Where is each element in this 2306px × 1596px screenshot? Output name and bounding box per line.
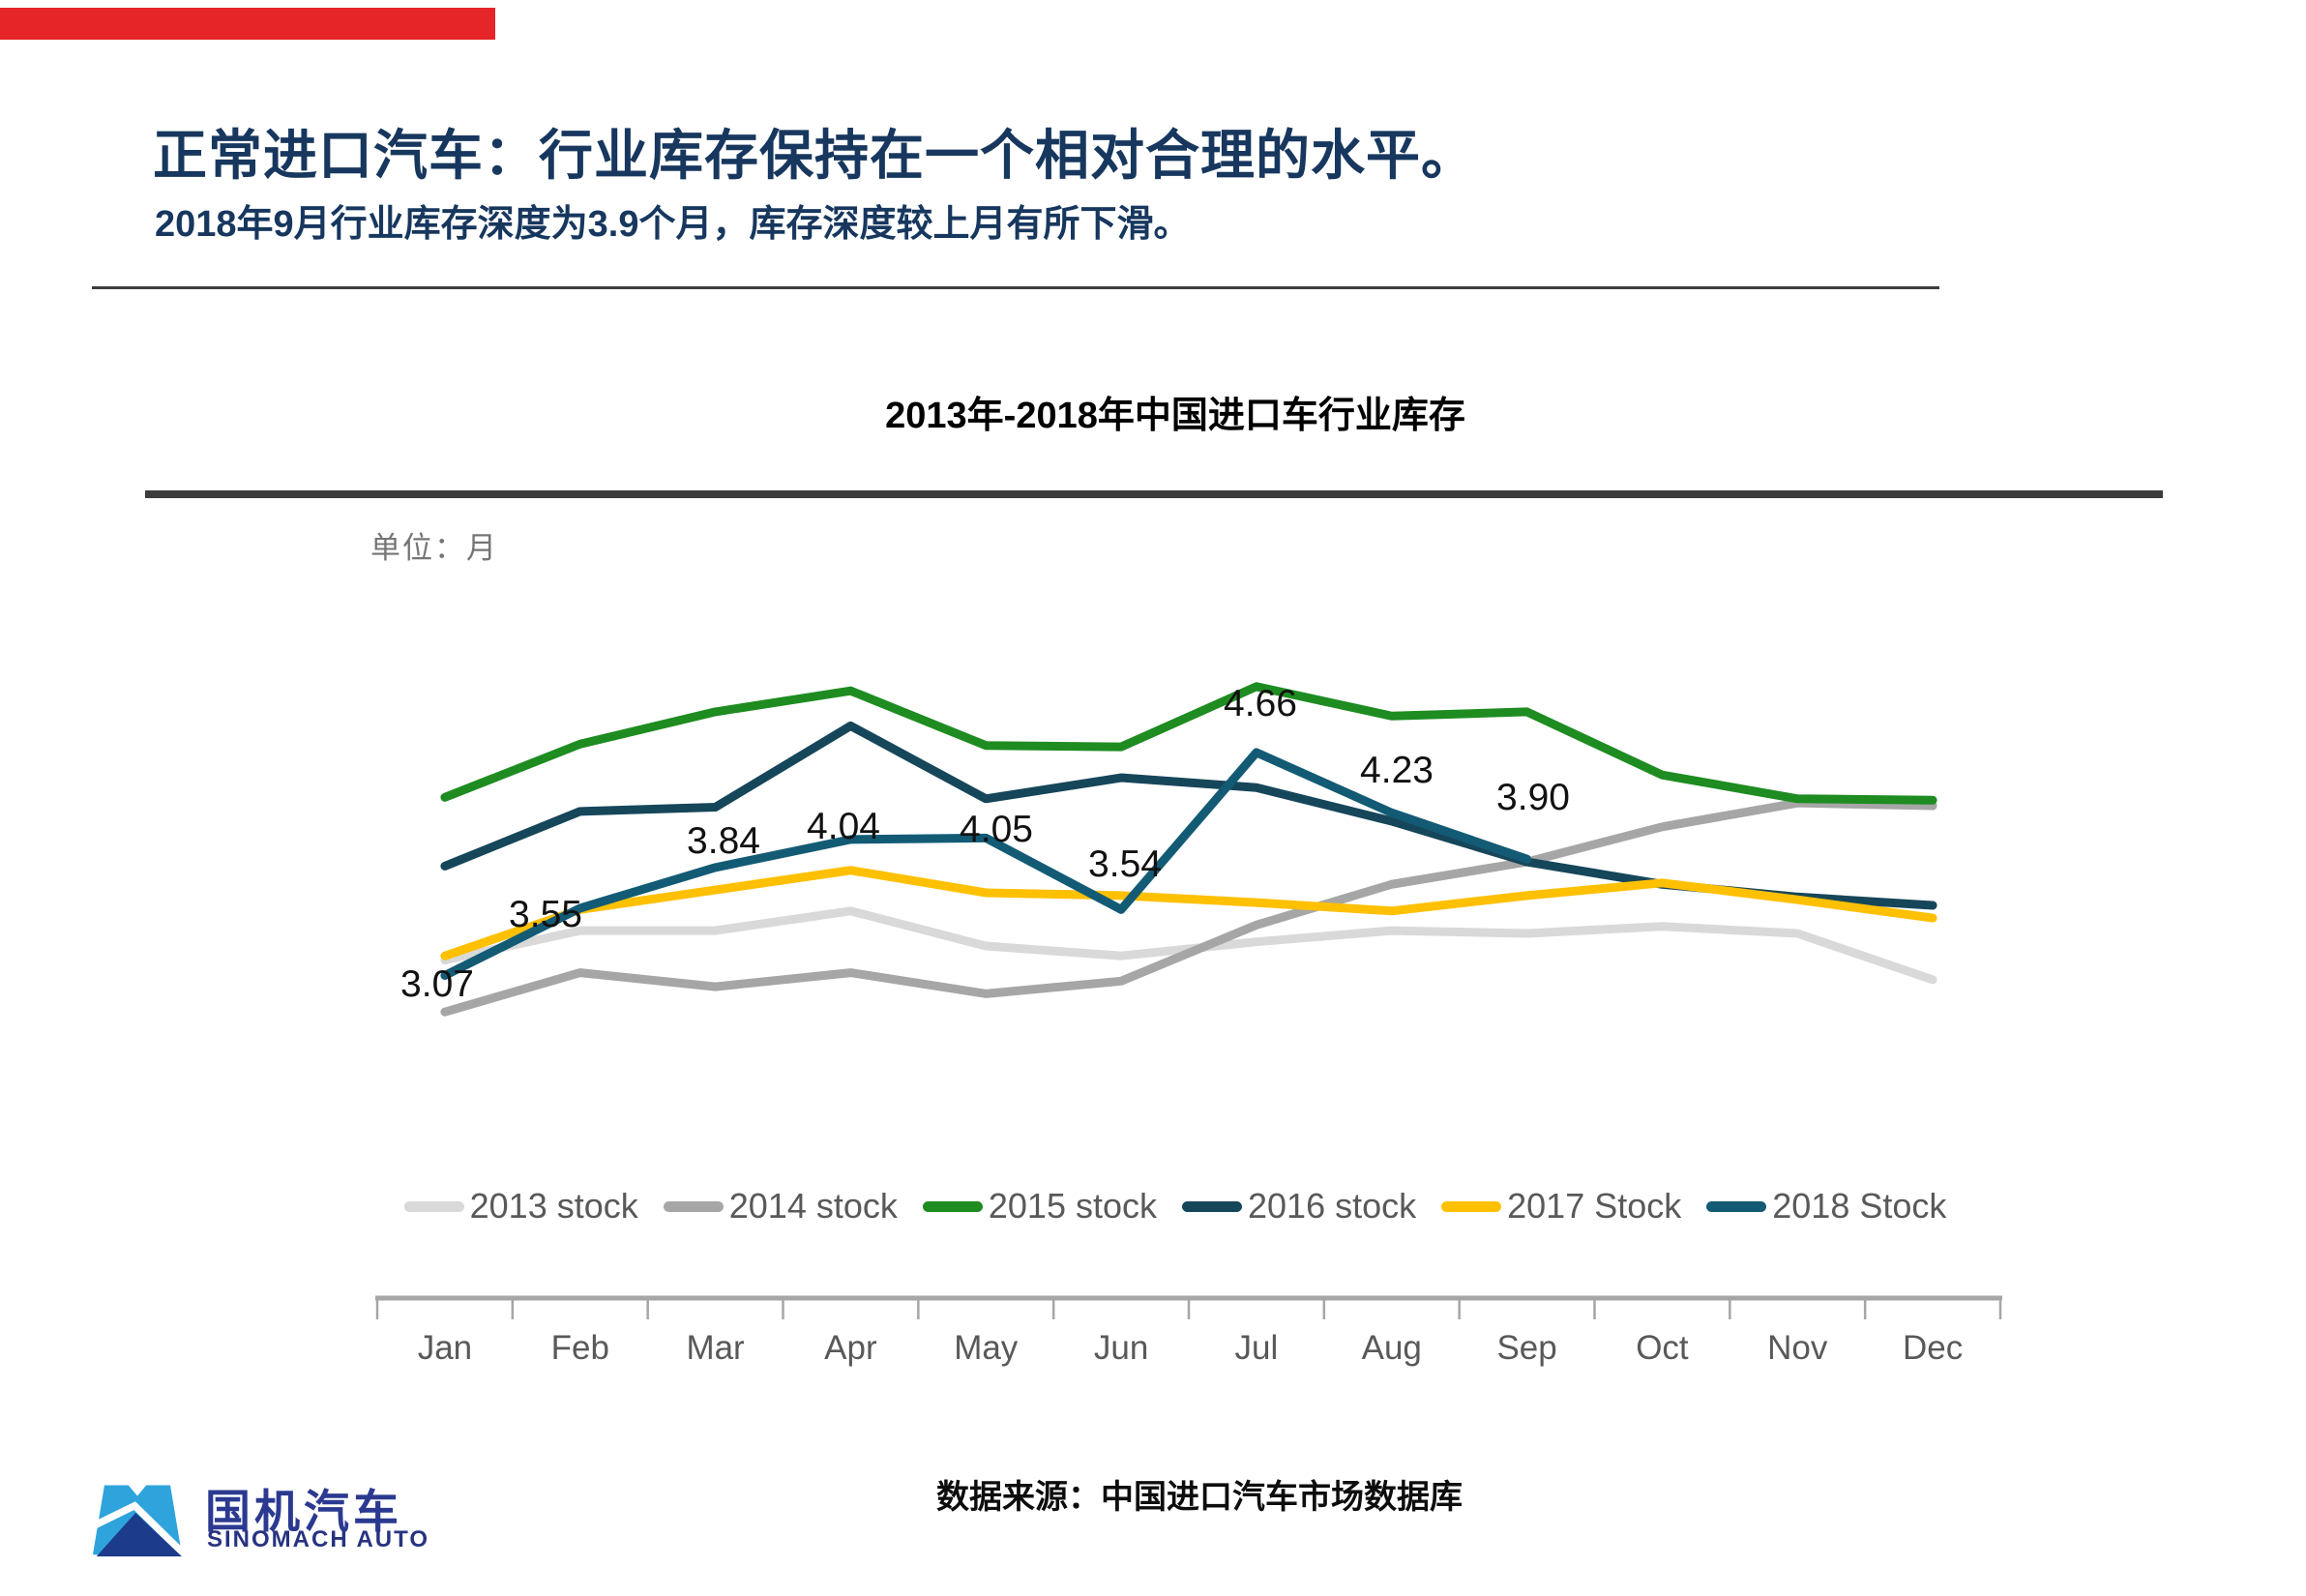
- data-label-2018: 4.05: [960, 809, 1033, 850]
- legend-label: 2013 stock: [469, 1186, 638, 1226]
- legend-swatch: [403, 1200, 464, 1212]
- chart-legend: 2013 stock 2014 stock 2015 stock 2016 stock…: [145, 1182, 2205, 1230]
- line-2015-stock: [440, 682, 1937, 805]
- legend-label: 2015 stock: [988, 1186, 1157, 1226]
- page-title: 正常进口汽车：行业库存保持在一个相对合理的水平。: [153, 125, 1476, 186]
- data-label-2018: 3.90: [1496, 777, 1570, 818]
- legend-item-2013-stock: 2013 stock: [403, 1186, 638, 1227]
- data-label-2018: 4.66: [1224, 683, 1297, 724]
- x-tick-label-may: May: [954, 1329, 1019, 1367]
- header-divider: [92, 286, 1939, 289]
- legend-label: 2014 stock: [728, 1186, 898, 1226]
- unit-label: 单位：月: [370, 531, 498, 565]
- logo-text-cn: 国机汽车: [205, 1486, 402, 1537]
- logo-text-en: SINOMACH AUTO: [207, 1526, 429, 1552]
- legend-swatch: [1706, 1200, 1767, 1212]
- x-tick-label-apr: Apr: [824, 1329, 877, 1367]
- line-2018-stock: [440, 748, 1532, 980]
- data-label-2018: 4.23: [1360, 750, 1434, 791]
- legend-label: 2017 Stock: [1507, 1186, 1682, 1226]
- x-tick-label-nov: Nov: [1767, 1329, 1828, 1367]
- x-tick-label-aug: Aug: [1362, 1329, 1422, 1367]
- x-tick-label-jun: Jun: [1094, 1329, 1148, 1367]
- legend-label: 2016 stock: [1248, 1186, 1417, 1226]
- chart-title: 2013年-2018年中国进口车行业库存: [885, 396, 1465, 436]
- legend-swatch: [663, 1200, 724, 1212]
- red-accent-bar: [0, 8, 495, 40]
- data-source-note: 数据来源：中国进口汽车市场数据库: [936, 1479, 1463, 1516]
- legend-label: 2018 Stock: [1772, 1186, 1947, 1226]
- chart-title-rule: [145, 490, 2163, 498]
- data-label-2018: 3.54: [1088, 843, 1162, 885]
- x-tick-label-feb: Feb: [551, 1329, 609, 1367]
- x-tick-label-jan: Jan: [418, 1329, 472, 1367]
- data-label-2018: 3.07: [400, 963, 474, 1005]
- legend-item-2014-stock: 2014 stock: [663, 1186, 898, 1227]
- legend-item-2017-stock: 2017 Stock: [1441, 1186, 1681, 1227]
- x-tick-label-jul: Jul: [1235, 1329, 1279, 1367]
- x-tick-label-mar: Mar: [686, 1329, 745, 1367]
- legend-swatch: [922, 1200, 983, 1212]
- line-2013-stock: [440, 906, 1937, 985]
- logo-mountain-dark: [96, 1513, 182, 1557]
- line-chart: Jan Feb Mar Apr May Jun Jul Aug Sep Oct Nov Dec 3.07…: [375, 682, 2002, 1367]
- logo-white-chevron: [93, 1501, 182, 1557]
- legend-item-2018-stock: 2018 Stock: [1706, 1186, 1946, 1227]
- sinomach-logo-icon: [93, 1485, 182, 1557]
- line-2017-stock: [440, 866, 1937, 961]
- x-tick-label-dec: Dec: [1903, 1329, 1963, 1367]
- x-tick-label-oct: Oct: [1636, 1329, 1689, 1367]
- data-label-2018: 4.04: [807, 806, 880, 847]
- line-2014-stock: [440, 798, 1937, 1017]
- legend-item-2015-stock: 2015 stock: [922, 1186, 1157, 1227]
- data-label-2018: 3.55: [509, 894, 582, 935]
- data-label-2018: 3.84: [687, 820, 760, 862]
- legend-item-2016-stock: 2016 stock: [1182, 1186, 1416, 1227]
- page-subtitle: 2018年9月行业库存深度为3.9个月，库存深度较上月有所下滑。: [155, 204, 1191, 245]
- legend-swatch: [1441, 1200, 1502, 1212]
- legend-swatch: [1182, 1200, 1242, 1212]
- x-tick-label-sep: Sep: [1496, 1329, 1556, 1367]
